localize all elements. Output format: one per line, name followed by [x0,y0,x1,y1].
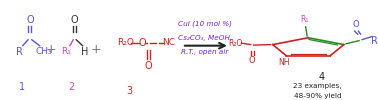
Text: R₁: R₁ [301,15,309,24]
Text: 3: 3 [126,86,132,96]
Text: O: O [249,56,256,66]
Text: R: R [16,47,23,57]
Text: 4: 4 [318,72,324,82]
Text: O: O [138,38,146,48]
Text: 48-90% yield: 48-90% yield [294,93,341,99]
Text: +: + [46,43,56,56]
Text: 23 examples,: 23 examples, [293,83,342,89]
Text: O: O [26,15,34,25]
Text: NC: NC [162,38,175,47]
Text: O: O [145,60,153,70]
Text: R₁: R₁ [61,47,71,56]
Text: R₂O: R₂O [117,38,133,47]
Text: NH: NH [279,58,290,67]
Text: R.T., open air: R.T., open air [181,49,229,55]
Text: O: O [71,15,79,25]
Text: O: O [353,20,359,29]
Text: CuI (10 mol %): CuI (10 mol %) [178,21,232,27]
Text: +: + [91,43,102,56]
Text: H: H [81,47,88,57]
Text: 1: 1 [19,82,25,92]
Text: R: R [371,36,378,46]
Text: R₂O: R₂O [228,39,243,48]
Text: 2: 2 [68,82,74,92]
Text: CH₃: CH₃ [35,47,52,56]
Text: Cs₂CO₃, MeOH,: Cs₂CO₃, MeOH, [178,35,232,41]
